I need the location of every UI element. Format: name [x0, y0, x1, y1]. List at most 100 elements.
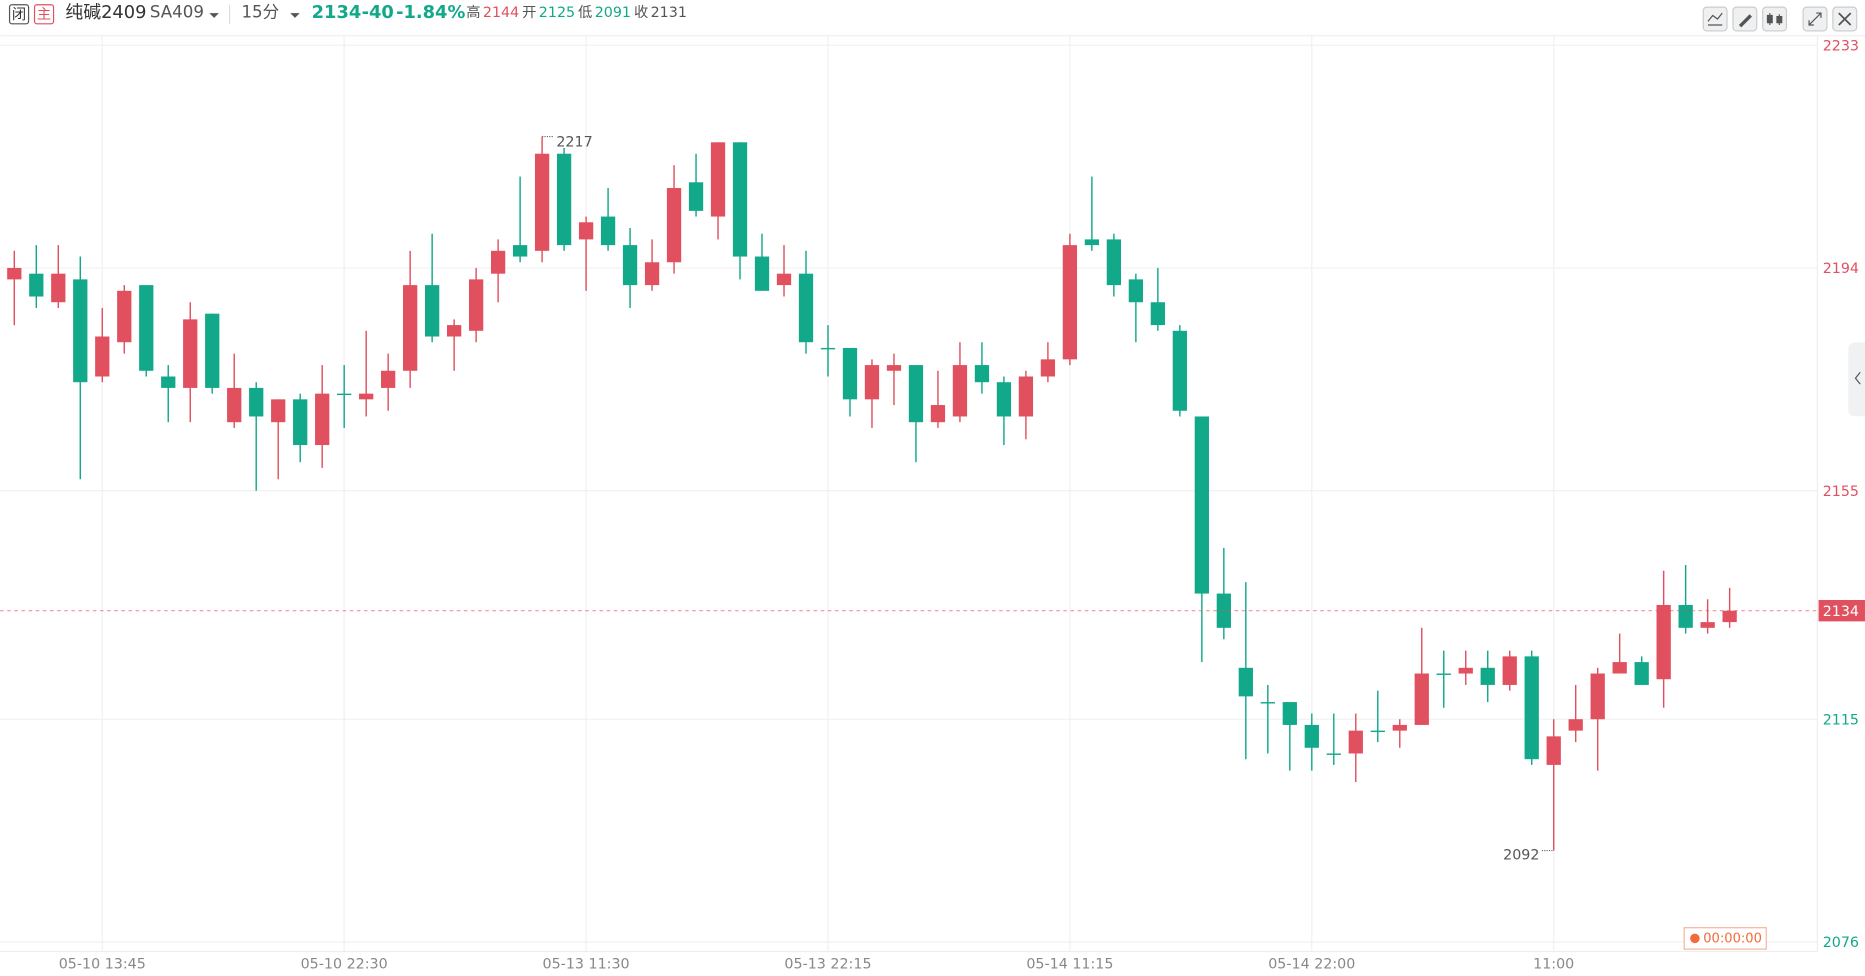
last-price-tag	[1818, 599, 1865, 622]
candle-body	[1062, 245, 1078, 360]
candle-body	[754, 256, 770, 291]
candle-body	[1458, 667, 1473, 674]
x-tick-label: 05-10 22:30	[301, 957, 388, 973]
candle-body	[205, 313, 220, 388]
candle-body	[600, 216, 616, 246]
candle-body	[183, 319, 198, 388]
x-tick-label: 05-13 11:30	[543, 957, 630, 973]
candle-body	[1106, 239, 1122, 286]
candle-body	[359, 393, 374, 400]
period-dropdown[interactable]	[290, 13, 300, 18]
candle-body	[930, 405, 946, 423]
candle-body	[468, 279, 484, 331]
candle-body	[227, 387, 242, 423]
y-tick-label: 2155	[1823, 484, 1859, 500]
candle-body	[1348, 730, 1363, 754]
candle-body	[1414, 673, 1429, 725]
candle-body	[1656, 604, 1671, 680]
candle-body	[1480, 667, 1495, 685]
candle-body	[1150, 302, 1165, 326]
candle-body	[315, 393, 330, 446]
candle-body	[1436, 673, 1451, 675]
candle-body	[1370, 730, 1385, 733]
countdown-text: 00:00:00	[1703, 932, 1762, 947]
candle-body	[1634, 662, 1649, 685]
candle-body	[29, 273, 44, 297]
candle-body	[622, 245, 638, 286]
y-tick-label: 2115	[1823, 712, 1859, 728]
candle-body	[688, 182, 704, 211]
candle-body	[1238, 667, 1253, 697]
candle-body	[7, 267, 22, 280]
candle-body	[644, 262, 660, 286]
close-value: 2131	[651, 5, 687, 21]
x-tick-label: 05-14 22:00	[1268, 957, 1355, 973]
candle-body	[249, 387, 264, 417]
candle-body	[490, 250, 506, 274]
candle-body	[1260, 702, 1275, 704]
candle-body	[952, 365, 968, 417]
main-icon[interactable]: 主	[37, 6, 51, 23]
icon-close	[1838, 12, 1852, 26]
candle-body	[820, 347, 836, 350]
candle-body	[1392, 724, 1407, 731]
candle-body	[1722, 610, 1737, 623]
candle-body	[1040, 359, 1056, 377]
last-price: 2134	[312, 2, 362, 23]
header: 闭 主 纯碱2409 SA409 15分 2134 -40 -1.84% 高 2…	[8, 2, 687, 25]
x-tick-label: 05-10 13:45	[59, 957, 146, 973]
closed-icon[interactable]: 闭	[12, 6, 26, 23]
candle-body	[1590, 673, 1605, 720]
closed-icon-box[interactable]	[8, 4, 30, 25]
low-annotation: 2092	[1503, 847, 1539, 863]
x-tick-label: 05-13 22:15	[784, 957, 871, 973]
candle-body	[1304, 724, 1319, 748]
icon-draw	[1738, 14, 1752, 28]
candle-body	[337, 393, 352, 396]
last-price-label: 2134	[1823, 604, 1859, 620]
candle-body	[1084, 239, 1100, 246]
candle-body	[73, 279, 88, 383]
candle-body	[1612, 662, 1627, 674]
candle-body	[403, 285, 418, 371]
candle-body	[556, 153, 572, 246]
open-value: 2125	[539, 5, 575, 21]
y-tick-label: 2194	[1823, 261, 1859, 277]
candle-body	[996, 382, 1012, 417]
candle-body	[425, 285, 440, 337]
candle-body	[1326, 753, 1341, 755]
tool-candle[interactable]	[1762, 6, 1788, 32]
low-label: 低	[578, 4, 592, 21]
candle-body	[666, 187, 682, 263]
candle-body	[1018, 376, 1034, 417]
candle-body	[710, 142, 726, 217]
candle-body	[842, 347, 858, 400]
candle-body	[117, 290, 132, 343]
candle-body	[974, 365, 990, 383]
candle-body	[446, 325, 462, 337]
x-tick-label: 05-14 11:15	[1026, 957, 1113, 973]
symbol[interactable]: SA409	[150, 3, 204, 22]
candle-body	[776, 273, 792, 286]
candle-body	[908, 365, 924, 423]
tool-line[interactable]	[1702, 6, 1728, 32]
candle-body	[1546, 736, 1561, 765]
high-label: 高	[466, 4, 480, 21]
symbol-dropdown[interactable]	[209, 13, 219, 18]
candle-body	[1502, 656, 1517, 685]
candle-body	[512, 245, 528, 257]
candle-body	[864, 365, 880, 400]
candle-body	[578, 222, 594, 240]
high-annotation: 2217	[556, 135, 592, 151]
candle-body	[1678, 604, 1693, 628]
period[interactable]: 15分	[241, 3, 279, 22]
open-label: 开	[522, 5, 536, 21]
main-icon-box[interactable]	[33, 4, 55, 25]
x-tick-label: 11:00	[1533, 957, 1574, 973]
candle-body	[1700, 622, 1715, 628]
y-tick-label: 2076	[1823, 935, 1859, 951]
candle-body	[51, 273, 66, 303]
change-pct: -1.84%	[396, 2, 465, 23]
candle-body	[293, 399, 308, 446]
